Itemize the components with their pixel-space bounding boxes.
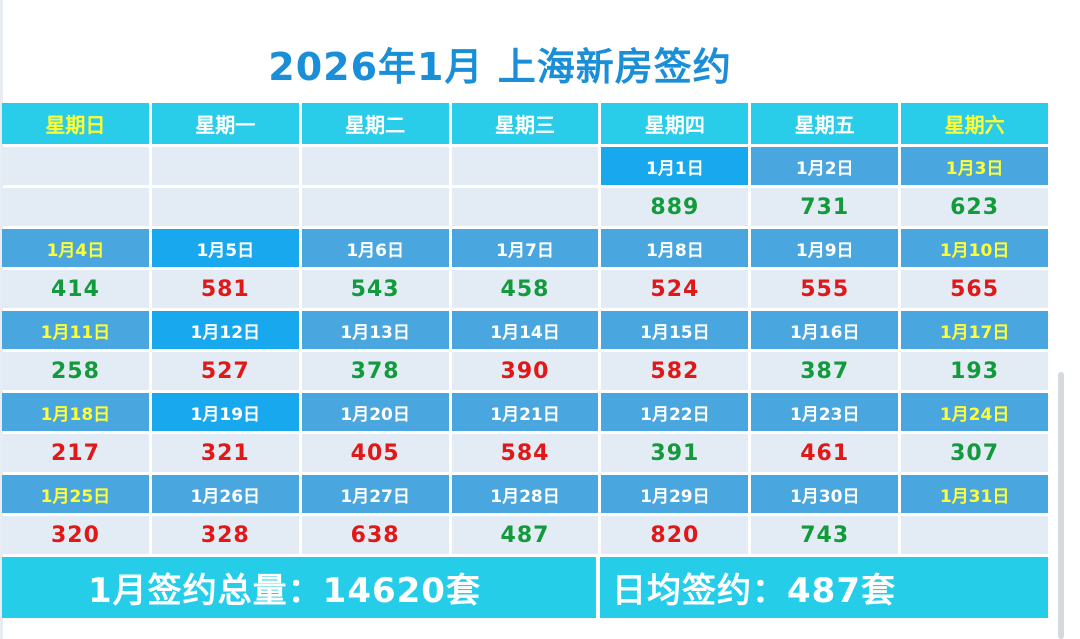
signing-count: 565	[901, 270, 1049, 308]
date-cell: 1月21日	[451, 393, 599, 431]
date-cell: 1月9日	[751, 229, 899, 267]
date-cell: 1月22日	[601, 393, 749, 431]
daily-average: 日均签约：487套	[600, 557, 1048, 618]
signing-count: 321	[151, 434, 299, 472]
empty-value-cell	[2, 188, 149, 226]
empty-date-cell	[151, 147, 299, 185]
signing-count: 258	[2, 352, 149, 390]
date-cell: 1月20日	[301, 393, 449, 431]
empty-value-cell	[901, 516, 1049, 554]
scrollbar[interactable]	[1058, 372, 1064, 639]
signing-count: 390	[451, 352, 599, 390]
monthly-total: 1月签约总量：14620套	[2, 557, 596, 618]
signing-count: 217	[2, 434, 149, 472]
signing-count: 543	[301, 270, 449, 308]
date-cell: 1月25日	[2, 475, 149, 513]
signing-count: 623	[901, 188, 1049, 226]
weekday-header: 星期四	[601, 103, 749, 144]
weekday-header: 星期二	[301, 103, 449, 144]
signing-count: 889	[601, 188, 749, 226]
signing-count: 487	[451, 516, 599, 554]
date-cell: 1月15日	[601, 311, 749, 349]
date-cell: 1月4日	[2, 229, 149, 267]
date-cell: 1月18日	[2, 393, 149, 431]
weekday-header: 星期五	[751, 103, 899, 144]
signing-count: 307	[901, 434, 1049, 472]
date-cell: 1月1日	[601, 147, 749, 185]
left-edge	[0, 0, 3, 639]
signing-count: 461	[751, 434, 899, 472]
date-cell: 1月19日	[151, 393, 299, 431]
date-row: 1月4日 1月5日 1月6日 1月7日 1月8日 1月9日 1月10日	[2, 229, 1049, 267]
signing-count: 731	[751, 188, 899, 226]
date-row: 1月18日 1月19日 1月20日 1月21日 1月22日 1月23日 1月24日	[2, 393, 1049, 431]
signing-count: 405	[301, 434, 449, 472]
page-title: 2026年1月 上海新房签约	[268, 45, 732, 89]
date-row: 1月25日 1月26日 1月27日 1月28日 1月29日 1月30日 1月31日	[2, 475, 1049, 513]
signing-count: 584	[451, 434, 599, 472]
date-cell: 1月14日	[451, 311, 599, 349]
date-cell: 1月8日	[601, 229, 749, 267]
signing-count: 328	[151, 516, 299, 554]
empty-date-cell	[2, 147, 149, 185]
date-cell: 1月23日	[751, 393, 899, 431]
signing-count: 320	[2, 516, 149, 554]
empty-date-cell	[301, 147, 449, 185]
signing-count: 527	[151, 352, 299, 390]
signing-count: 555	[751, 270, 899, 308]
date-row: 1月11日 1月12日 1月13日 1月14日 1月15日 1月16日 1月17日	[2, 311, 1049, 349]
signing-count: 581	[151, 270, 299, 308]
calendar-table: 星期日 星期一 星期二 星期三 星期四 星期五 星期六 1月1日 1月2日 1月3日 889 731…	[2, 103, 1049, 618]
empty-value-cell	[451, 188, 599, 226]
date-cell: 1月3日	[901, 147, 1049, 185]
value-row: 217 321 405 584 391 461 307	[2, 434, 1049, 472]
date-cell: 1月6日	[301, 229, 449, 267]
signing-count: 414	[2, 270, 149, 308]
value-row: 320 328 638 487 820 743	[2, 516, 1049, 554]
date-cell: 1月24日	[901, 393, 1049, 431]
signing-count: 582	[601, 352, 749, 390]
signing-count: 378	[301, 352, 449, 390]
signing-count: 820	[601, 516, 749, 554]
signing-count: 193	[901, 352, 1049, 390]
date-cell: 1月11日	[2, 311, 149, 349]
date-cell: 1月13日	[301, 311, 449, 349]
date-cell: 1月30日	[751, 475, 899, 513]
date-cell: 1月10日	[901, 229, 1049, 267]
date-cell: 1月7日	[451, 229, 599, 267]
date-cell: 1月5日	[151, 229, 299, 267]
signing-count: 743	[751, 516, 899, 554]
date-cell: 1月12日	[151, 311, 299, 349]
weekday-header: 星期日	[2, 103, 149, 144]
date-row: 1月1日 1月2日 1月3日	[2, 147, 1049, 185]
date-cell: 1月28日	[451, 475, 599, 513]
value-row: 889 731 623	[2, 188, 1049, 226]
signing-count: 458	[451, 270, 599, 308]
date-cell: 1月2日	[751, 147, 899, 185]
empty-value-cell	[151, 188, 299, 226]
summary-row: 1月签约总量：14620套 日均签约：487套	[2, 557, 1048, 618]
weekday-header: 星期一	[151, 103, 299, 144]
date-cell: 1月26日	[151, 475, 299, 513]
signing-count: 391	[601, 434, 749, 472]
date-cell: 1月16日	[751, 311, 899, 349]
value-row: 258 527 378 390 582 387 193	[2, 352, 1049, 390]
signing-count: 387	[751, 352, 899, 390]
date-cell: 1月27日	[301, 475, 449, 513]
date-cell: 1月17日	[901, 311, 1049, 349]
weekday-header: 星期六	[901, 103, 1049, 144]
weekday-header-row: 星期日 星期一 星期二 星期三 星期四 星期五 星期六	[2, 103, 1049, 144]
signing-count: 524	[601, 270, 749, 308]
empty-value-cell	[301, 188, 449, 226]
weekday-header: 星期三	[451, 103, 599, 144]
signing-count: 638	[301, 516, 449, 554]
empty-date-cell	[451, 147, 599, 185]
date-cell: 1月31日	[901, 475, 1049, 513]
date-cell: 1月29日	[601, 475, 749, 513]
value-row: 414 581 543 458 524 555 565	[2, 270, 1049, 308]
